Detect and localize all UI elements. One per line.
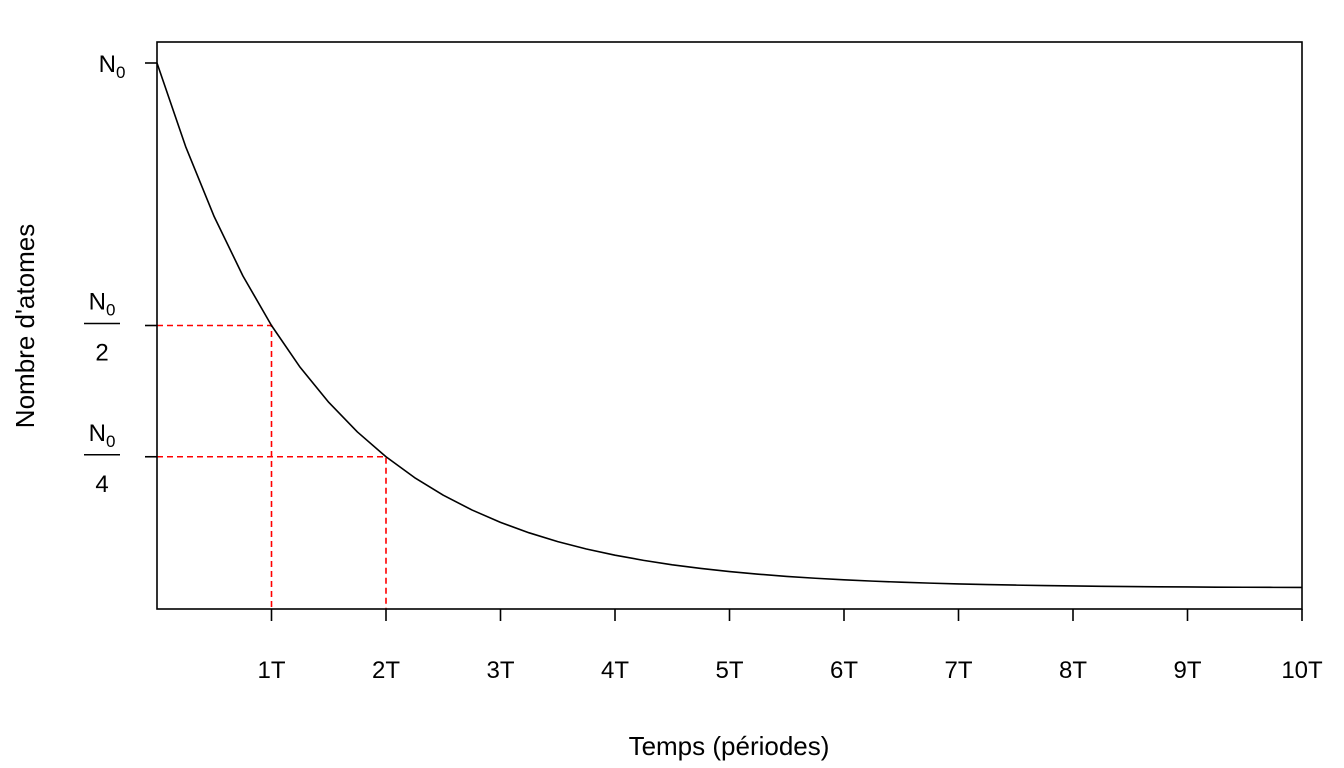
y-tick-denominator: 2 <box>95 340 108 367</box>
reference-line-2 <box>157 455 387 609</box>
x-axis-label: Temps (périodes) <box>629 731 830 761</box>
y-tick-label: N0 <box>89 289 116 320</box>
y-tick-label: N0 <box>99 51 126 82</box>
x-tick-label: 7T <box>944 657 972 684</box>
y-tick-label: N0 <box>89 420 116 451</box>
x-tick-label: 3T <box>486 657 514 684</box>
x-tick-label: 10T <box>1281 657 1323 684</box>
plot-frame <box>156 41 1303 610</box>
x-tick-label: 9T <box>1173 657 1201 684</box>
x-tick-label: 8T <box>1059 657 1087 684</box>
decay-curve <box>156 62 1303 589</box>
y-axis-label: Nombre d'atomes <box>10 224 40 428</box>
x-tick-label: 6T <box>830 657 858 684</box>
x-tick-label: 1T <box>257 657 285 684</box>
reference-line-1 <box>157 324 273 609</box>
x-tick-label: 5T <box>715 657 743 684</box>
x-tick-label: 2T <box>372 657 400 684</box>
y-tick-denominator: 4 <box>95 471 108 498</box>
x-tick-label: 4T <box>601 657 629 684</box>
